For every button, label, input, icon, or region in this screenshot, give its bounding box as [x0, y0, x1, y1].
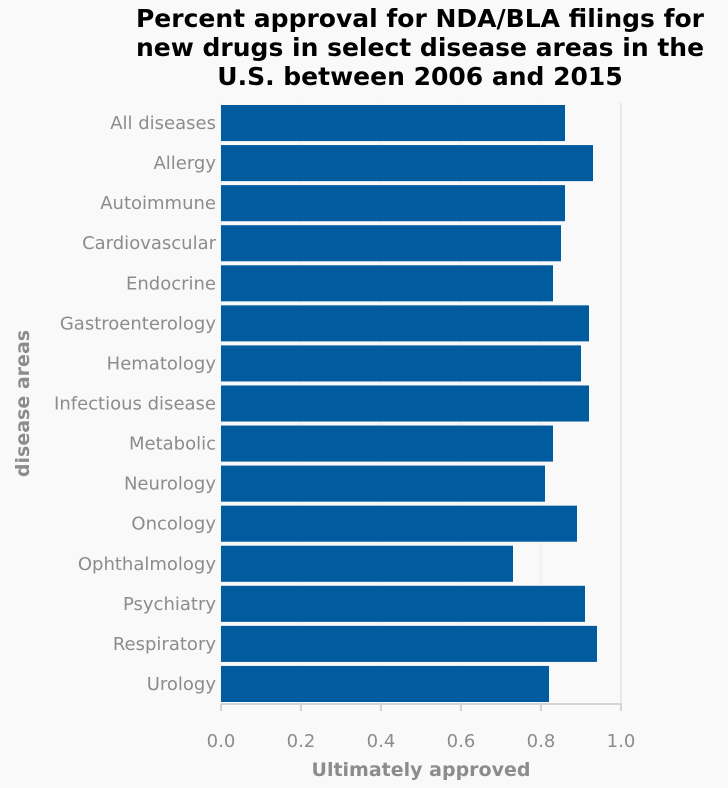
x-tick-label: 0.8 [527, 731, 556, 752]
bar [221, 465, 545, 502]
bar [221, 585, 585, 622]
bars [221, 105, 597, 702]
y-tick-label: All diseases [110, 113, 216, 134]
y-tick-label: Endocrine [126, 273, 216, 294]
y-tick-label: Respiratory [113, 634, 216, 655]
x-tick-label: 0.6 [447, 731, 476, 752]
axes [220, 103, 622, 711]
bar [221, 265, 553, 302]
y-tick-label: Neurology [124, 474, 216, 495]
bar [221, 425, 553, 462]
bar [221, 105, 565, 142]
y-tick-label: Infectious disease [54, 394, 216, 415]
y-tick-label: Hematology [107, 353, 217, 374]
y-tick-label: Ophthalmology [78, 554, 216, 575]
x-tick-label: 0.4 [367, 731, 396, 752]
y-tick-label: Gastroenterology [60, 313, 217, 334]
bar [221, 385, 589, 422]
y-tick-label: Autoimmune [100, 193, 216, 214]
x-tick-label: 0.0 [207, 731, 236, 752]
y-tick-label: Urology [147, 674, 217, 695]
y-tick-label: Metabolic [129, 434, 216, 455]
y-tick-label: Cardiovascular [82, 233, 217, 254]
y-tick-labels: All diseases Allergy Autoimmune Cardiovascu… [54, 113, 217, 695]
chart-title: Percent approval for NDA/BLA filings for… [100, 4, 728, 91]
bar [221, 225, 561, 262]
y-tick-label: Allergy [153, 153, 216, 174]
x-tick-label: 1.0 [607, 731, 636, 752]
bar [221, 305, 589, 342]
x-tick-label: 0.2 [287, 731, 316, 752]
y-tick-label: Psychiatry [123, 594, 216, 615]
bar [221, 345, 581, 382]
x-axis-title: Ultimately approved [312, 759, 531, 781]
x-tick-labels: 0.0 0.2 0.4 0.6 0.8 1.0 [207, 731, 636, 752]
bar [221, 185, 565, 222]
bar [221, 625, 597, 662]
chart-title-line-3: U.S. between 2006 and 2015 [217, 62, 623, 91]
bar [221, 505, 577, 542]
chart-title-line-1: Percent approval for NDA/BLA filings for [135, 4, 705, 33]
bar [221, 145, 593, 182]
y-axis-title: disease areas [12, 330, 34, 477]
chart-title-line-2: new drugs in select disease areas in the [135, 33, 705, 62]
y-tick-label: Oncology [131, 514, 216, 535]
bar [221, 665, 549, 702]
bar [221, 545, 513, 582]
